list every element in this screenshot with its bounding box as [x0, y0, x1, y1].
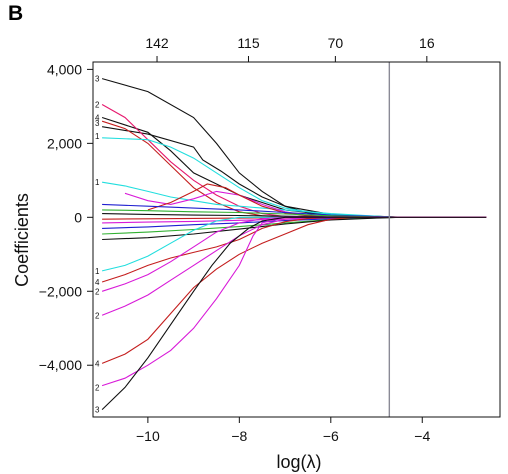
curve-label-7: 1	[95, 267, 100, 276]
curve-label-11: 4	[95, 359, 100, 368]
curve-label-9: 2	[95, 287, 100, 296]
top-tick-label-4: 16	[419, 35, 435, 51]
curve-label-3: 4	[95, 113, 100, 122]
curve-label-6: 1	[95, 178, 100, 187]
y-tick-label-1: 4,000	[47, 61, 82, 77]
series-line-20	[101, 216, 487, 292]
top-tick-label-3: 70	[328, 35, 344, 51]
series-line-24	[101, 216, 487, 410]
x-tick-label-4: −4	[414, 428, 430, 444]
series-line-18	[101, 216, 487, 272]
x-tick-label-3: −6	[323, 428, 339, 444]
curve-label-12: 2	[95, 383, 100, 392]
series-line-1	[101, 78, 487, 218]
y-tick-label-3: 0	[74, 209, 82, 225]
x-axis-title: log(λ)	[276, 452, 321, 472]
top-tick-label-1: 142	[145, 35, 169, 51]
series-line-7	[102, 181, 487, 218]
series-line-21	[101, 216, 487, 316]
x-tick-label-2: −8	[231, 428, 247, 444]
y-axis-title: Coefficients	[12, 193, 32, 287]
y-tick-label-4: −2,000	[39, 283, 82, 299]
series-line-3	[102, 126, 487, 218]
curve-label-8: 4	[95, 278, 100, 287]
series-line-4	[101, 104, 487, 218]
x-tick-label-1: −10	[136, 428, 160, 444]
curve-label-1: 3	[95, 75, 100, 84]
plot-frame	[92, 61, 501, 418]
series-line-23	[101, 216, 487, 387]
curve-label-2: 2	[95, 101, 100, 110]
curve-label-10: 2	[95, 311, 100, 320]
panel-label: B	[8, 2, 24, 25]
series-line-22	[101, 216, 487, 364]
curve-label-4: 3	[95, 119, 100, 128]
curve-label-13: 3	[95, 406, 100, 415]
curve-label-5: 1	[95, 132, 100, 141]
y-tick-label-2: 2,000	[47, 135, 82, 151]
y-tick-label-5: −4,000	[39, 357, 82, 373]
series-line-6	[102, 137, 487, 218]
top-tick-label-2: 115	[237, 35, 260, 51]
